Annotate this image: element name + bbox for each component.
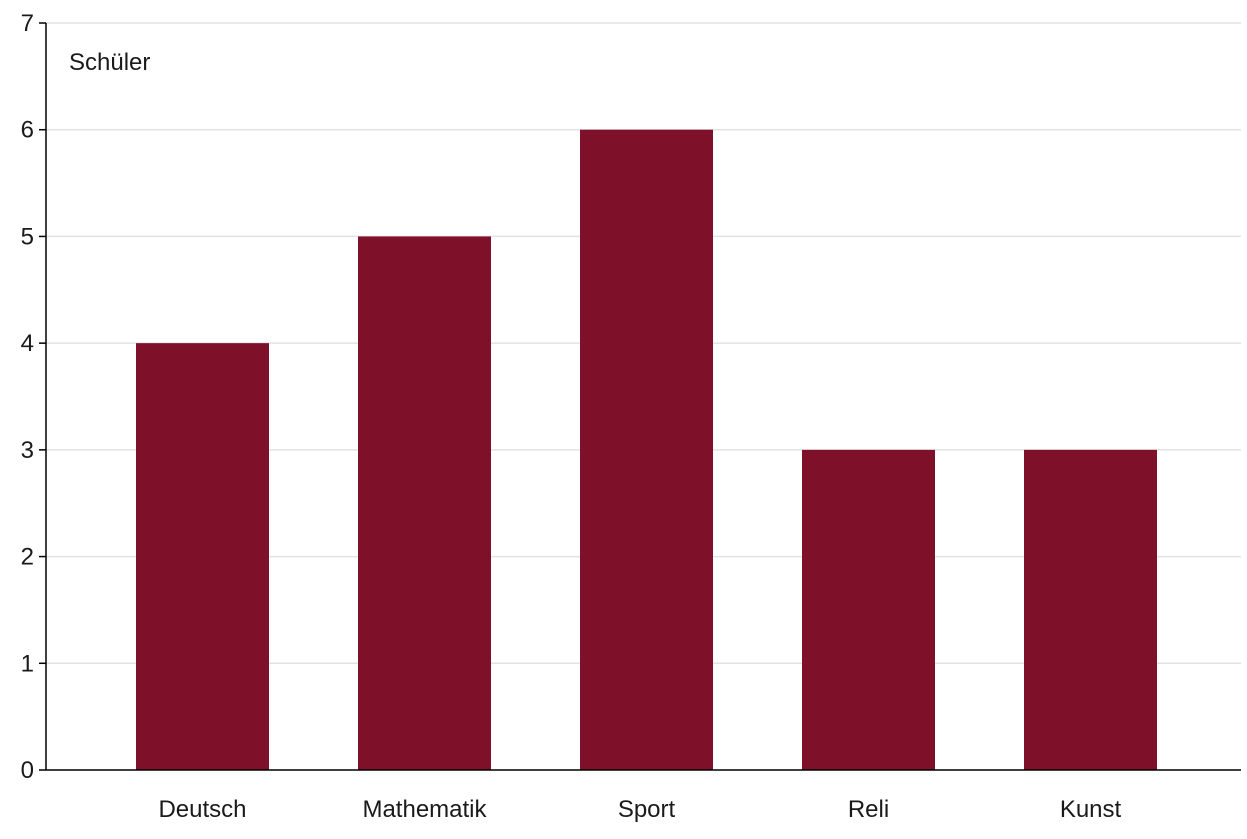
y-tick-label-4: 4 [21, 330, 34, 357]
bar-reli [802, 449, 935, 770]
y-axis-label: Schüler [69, 49, 150, 76]
y-tick-labels: 0 1 2 3 4 5 6 7 [21, 10, 46, 784]
x-category-label-reli: Reli [848, 796, 889, 823]
x-category-label-kunst: Kunst [1060, 796, 1122, 823]
y-tick-label-0: 0 [21, 757, 34, 784]
x-category-label-sport: Sport [618, 796, 676, 823]
x-category-labels: Deutsch Mathematik Sport Reli Kunst [158, 796, 1121, 823]
y-tick-label-2: 2 [21, 544, 34, 571]
y-tick-label-5: 5 [21, 223, 34, 250]
y-tick-label-7: 7 [21, 10, 34, 37]
bar-deutsch [136, 343, 269, 770]
bars-layer [136, 129, 1157, 770]
bar-kunst [1024, 449, 1157, 770]
bar-sport [580, 129, 713, 770]
axes-layer [45, 23, 1241, 771]
y-tick-label-3: 3 [21, 437, 34, 464]
x-category-label-deutsch: Deutsch [158, 796, 246, 823]
y-tick-label-6: 6 [21, 117, 34, 144]
bar-mathematik [358, 236, 491, 770]
y-tick-label-1: 1 [21, 650, 34, 677]
x-category-label-mathematik: Mathematik [362, 796, 487, 823]
